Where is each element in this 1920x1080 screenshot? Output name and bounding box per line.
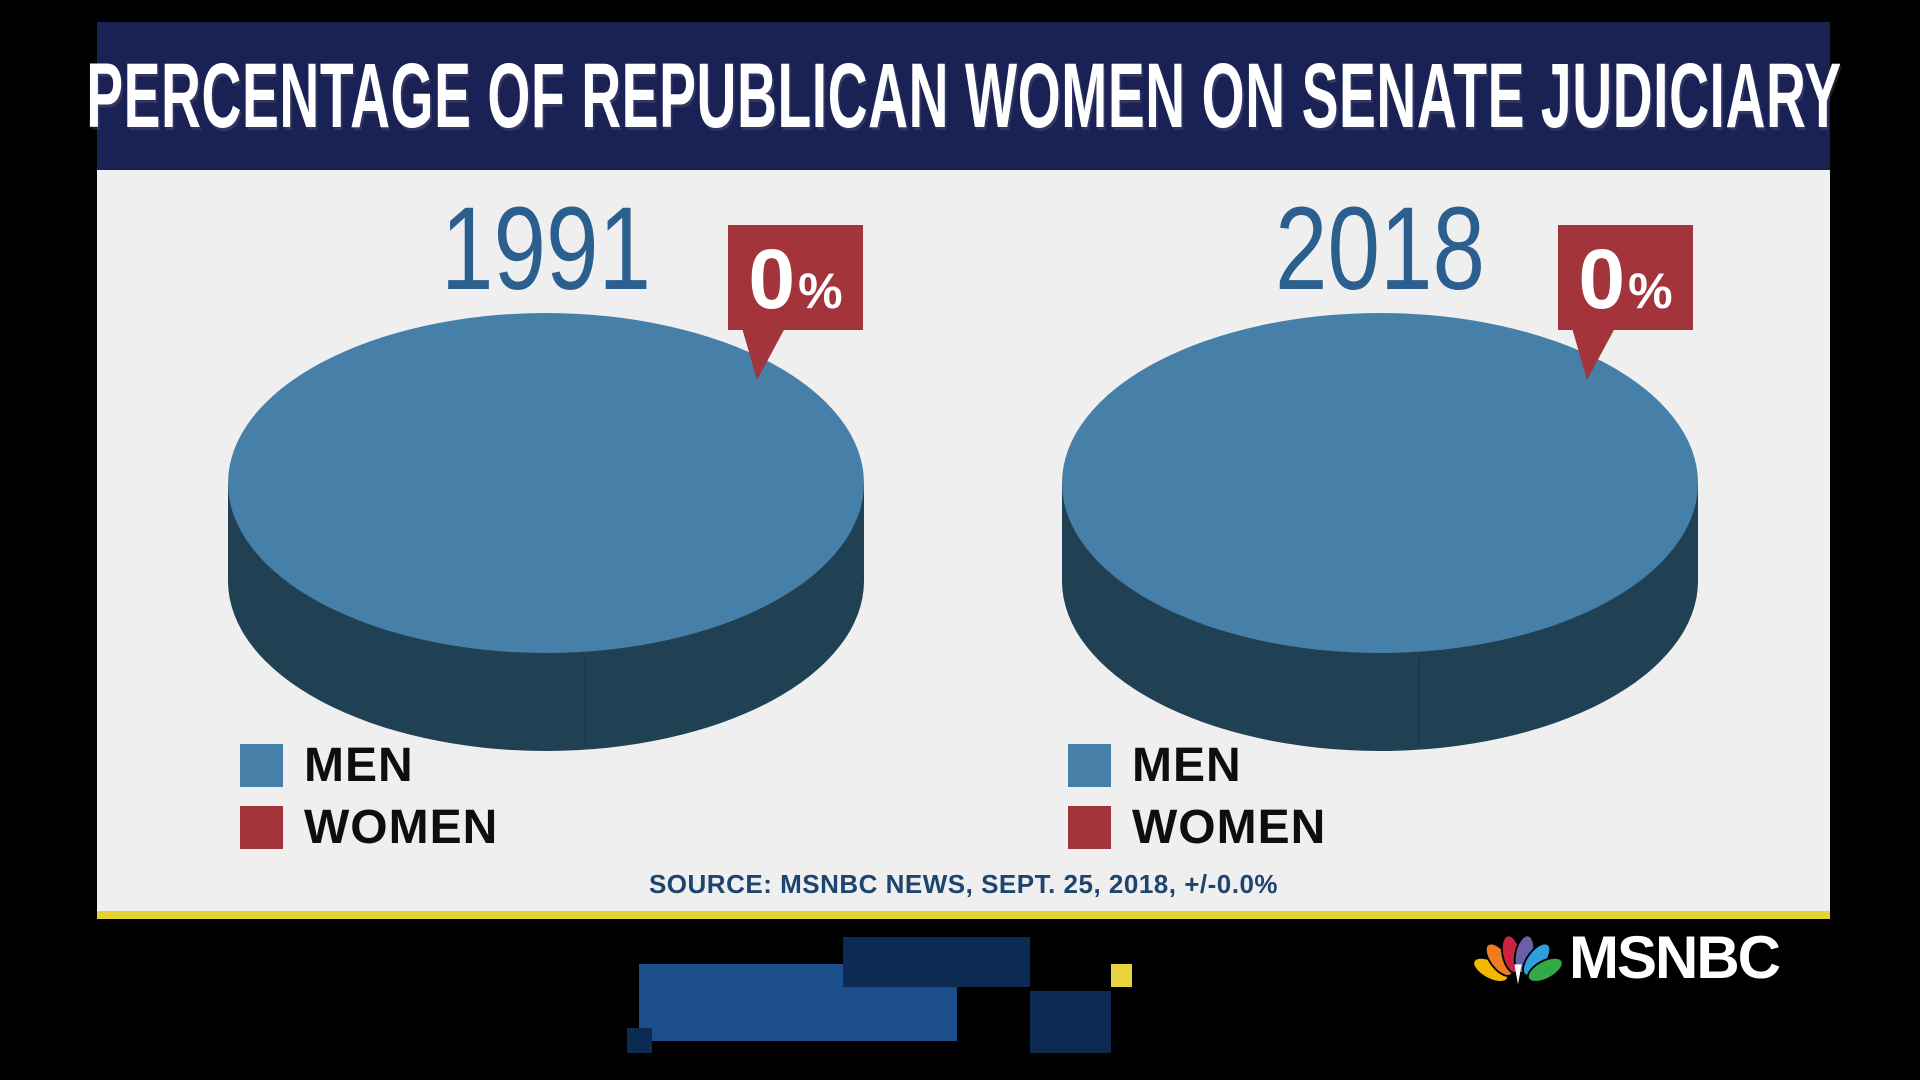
swatch-rect xyxy=(1068,806,1111,849)
source-attribution: SOURCE: MSNBC NEWS, SEPT. 25, 2018, +/-0… xyxy=(648,869,1279,899)
callout-percent-sign: % xyxy=(798,263,843,319)
legend-swatch-men xyxy=(240,744,283,787)
lower-third-block xyxy=(843,937,1030,987)
peacock-feather xyxy=(1526,956,1564,983)
legend-swatch-women xyxy=(1068,806,1111,849)
callout-women-2018: 0 % xyxy=(1558,225,1693,330)
page-title: PERCENTAGE OF REPUBLICAN WOMEN ON SENATE… xyxy=(85,44,1842,147)
lower-third-block xyxy=(1111,964,1132,987)
pie-chart-2018 xyxy=(1062,313,1698,751)
chart-year-label-2018: 2018 xyxy=(1274,183,1485,315)
legend-swatch-women xyxy=(240,806,283,849)
lower-third-block xyxy=(627,1028,652,1053)
pie-top-face-men xyxy=(228,313,864,653)
callout-pointer xyxy=(742,328,785,380)
accent-rule xyxy=(97,911,1830,919)
headline-bar: PERCENTAGE OF REPUBLICAN WOMEN ON SENATE… xyxy=(86,22,1841,170)
network-logo: MSNBC xyxy=(1472,924,1781,991)
chart-year-label-1991: 1991 xyxy=(440,183,651,315)
legend-label-men: MEN xyxy=(1132,739,1242,792)
legend-label-women: WOMEN xyxy=(304,801,499,854)
peacock-icon xyxy=(1472,934,1564,985)
callout-pointer xyxy=(1572,328,1615,380)
callout-value: 0 xyxy=(1578,232,1626,326)
pie-chart-1991 xyxy=(228,313,864,751)
peacock-beak xyxy=(1514,964,1522,985)
swatch-rect xyxy=(240,744,283,787)
swatch-rect xyxy=(240,806,283,849)
network-name: MSNBC xyxy=(1569,924,1781,991)
callout-women-1991: 0 % xyxy=(728,225,863,330)
legend-label-men: MEN xyxy=(304,739,414,792)
callout-value: 0 xyxy=(748,232,796,326)
pie-top-face-men xyxy=(1062,313,1698,653)
legend-label-women: WOMEN xyxy=(1132,801,1327,854)
swatch-rect xyxy=(1068,744,1111,787)
callout-percent-sign: % xyxy=(1628,263,1673,319)
legend-swatch-men xyxy=(1068,744,1111,787)
lower-third-block xyxy=(1030,991,1111,1053)
